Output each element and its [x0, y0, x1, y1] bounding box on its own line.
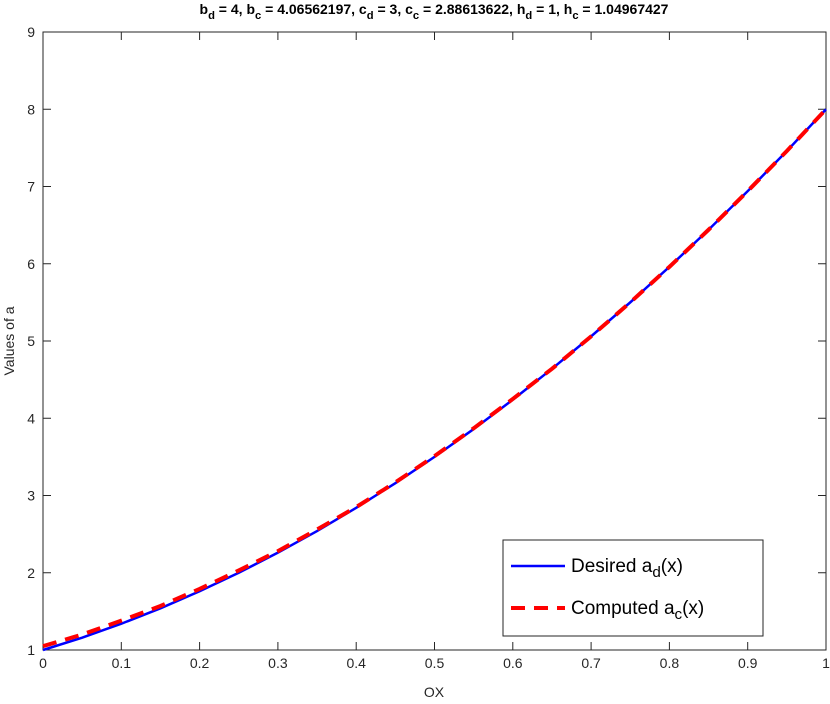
- subscript: c: [572, 10, 578, 22]
- x-tick-label: 0.6: [503, 655, 523, 671]
- series-line: [42, 107, 828, 649]
- series-line: [42, 108, 827, 652]
- y-tick-label: 9: [27, 24, 35, 40]
- x-tick-label: 0.3: [268, 655, 288, 671]
- legend-label: Computed ac(x): [571, 598, 704, 623]
- subscript: c: [413, 10, 419, 22]
- y-tick-label: 5: [27, 333, 35, 349]
- legend-label: Desired ad(x): [571, 556, 683, 581]
- legend-box: [502, 539, 764, 637]
- x-tick-label: 0.2: [190, 655, 210, 671]
- x-tick-label: 0: [39, 655, 47, 671]
- x-axis-label: OX: [424, 684, 445, 700]
- text-segment: = 4, b: [215, 1, 255, 17]
- y-tick-label: 6: [27, 256, 35, 272]
- y-tick-label: 1: [27, 642, 35, 658]
- y-axis-label: Values of a: [1, 306, 17, 375]
- x-tick-label: 0.9: [738, 655, 758, 671]
- subscript: d: [367, 10, 374, 22]
- x-tick-label: 0.4: [346, 655, 366, 671]
- x-tick-label: 1: [822, 655, 830, 671]
- subscript: d: [525, 10, 532, 22]
- y-tick-label: 2: [27, 565, 35, 581]
- text-segment: Computed a: [571, 598, 675, 619]
- y-tick-label: 4: [27, 410, 35, 426]
- y-tick-label: 8: [27, 101, 35, 117]
- text-segment: Desired a: [571, 556, 653, 577]
- text-segment: = 1.04967427: [579, 1, 669, 17]
- subscript: d: [208, 10, 215, 22]
- text-segment: (x): [682, 598, 704, 619]
- x-tick-label: 0.5: [425, 655, 445, 671]
- y-tick-label: 3: [27, 488, 35, 504]
- subscript: c: [675, 606, 683, 623]
- text-segment: (x): [661, 556, 683, 577]
- text-segment: = 2.88613622, h: [419, 1, 525, 17]
- x-tick-label: 0.8: [660, 655, 680, 671]
- subscript: c: [255, 10, 261, 22]
- text-segment: = 1, h: [532, 1, 572, 17]
- text-segment: b: [200, 1, 209, 17]
- subscript: d: [652, 564, 660, 581]
- text-segment: = 3, c: [374, 1, 414, 17]
- y-tick-label: 7: [27, 179, 35, 195]
- chart-title: bd = 4, bc = 4.06562197, cd = 3, cc = 2.…: [200, 1, 669, 22]
- text-segment: = 4.06562197, c: [261, 1, 367, 17]
- x-tick-label: 0.1: [112, 655, 132, 671]
- x-tick-label: 0.7: [581, 655, 601, 671]
